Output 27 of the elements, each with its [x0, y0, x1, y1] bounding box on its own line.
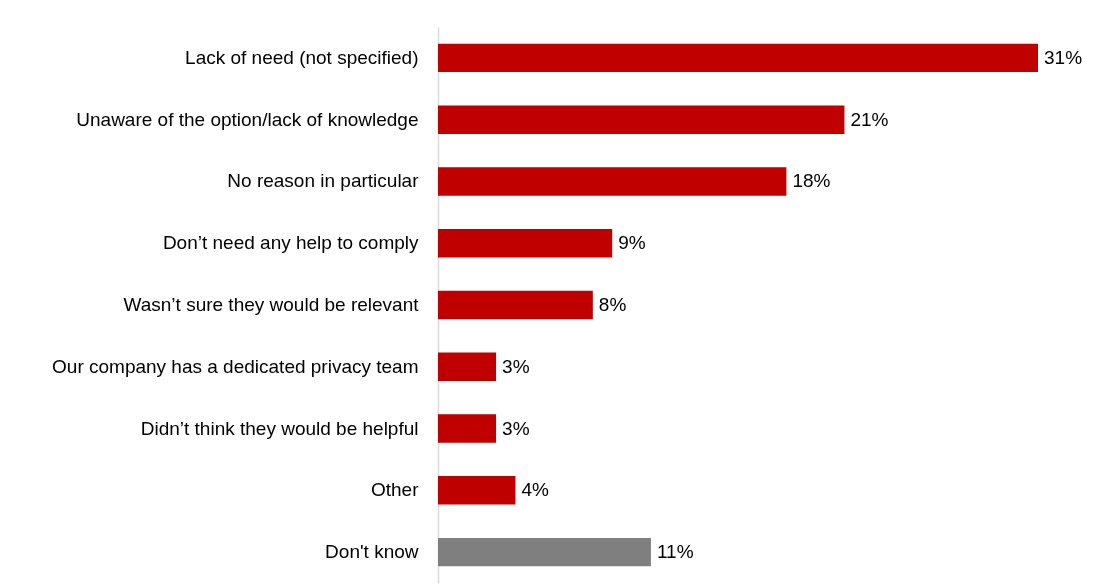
data-label: 4% — [521, 479, 549, 501]
bar — [438, 105, 845, 134]
y-tick-label: Didn’t think they would be helpful — [140, 417, 419, 439]
y-tick-label: No reason in particular — [227, 170, 420, 192]
y-tick-label: Unaware of the option/lack of knowledge — [76, 108, 419, 130]
bar — [438, 290, 593, 320]
bar — [438, 414, 497, 443]
data-label: 11% — [656, 541, 694, 563]
y-tick-label: Our company has a dedicated privacy team — [52, 355, 419, 377]
data-label: 9% — [618, 232, 646, 254]
bar — [438, 167, 787, 196]
bar — [438, 352, 497, 381]
data-label: 31% — [1044, 46, 1083, 68]
data-label: 3% — [502, 417, 530, 439]
y-tick-label: Other — [370, 479, 420, 501]
y-tick-label: Wasn’t sure they would be relevant — [123, 294, 420, 315]
data-label: 18% — [792, 170, 831, 192]
bar — [438, 229, 613, 258]
bar — [438, 476, 516, 505]
bar — [438, 43, 1038, 73]
data-label: 3% — [502, 355, 530, 377]
y-tick-label: Don't know — [325, 541, 419, 563]
data-label: 21% — [850, 108, 889, 130]
y-tick-label: Lack of need (not specified) — [185, 46, 419, 68]
y-tick-label: Don’t need any help to comply — [162, 232, 419, 254]
data-label: 8% — [598, 294, 627, 315]
bar — [438, 537, 651, 567]
